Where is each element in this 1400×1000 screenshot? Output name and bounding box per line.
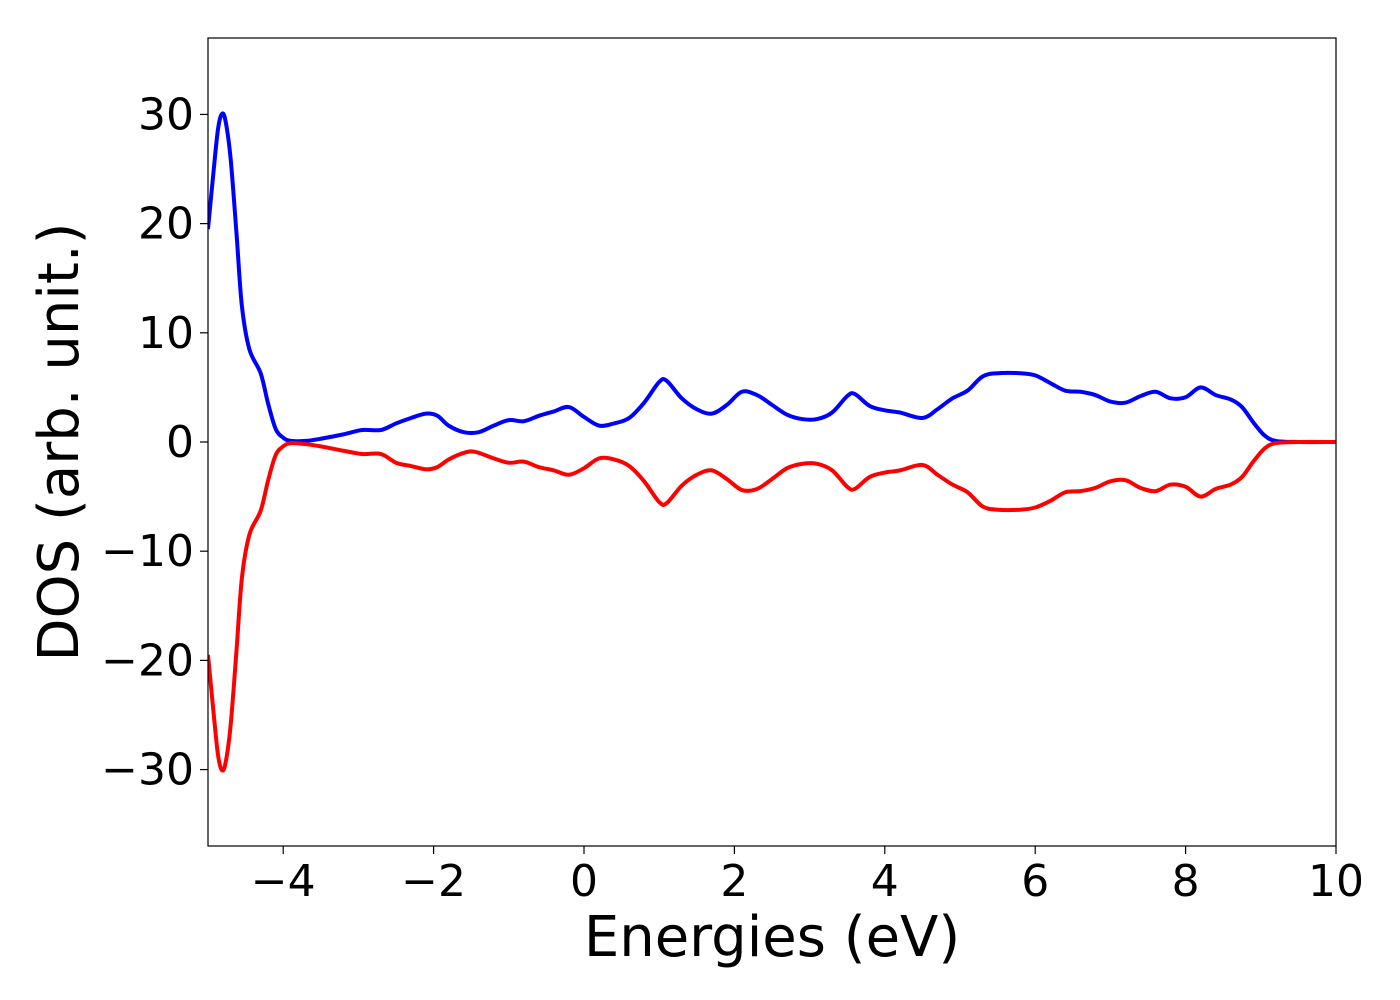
x-tick-label: −2	[401, 856, 466, 907]
x-tick-label: 0	[570, 856, 598, 907]
y-tick-label: −10	[101, 526, 194, 577]
x-axis-ticks: −4 −2 0 2 4 6 8 10	[251, 846, 1364, 907]
series-line-red	[208, 439, 1336, 773]
x-tick-label: 6	[1021, 856, 1049, 907]
y-tick-label: 20	[138, 199, 194, 250]
plot-area	[208, 38, 1336, 846]
y-tick-label: −20	[101, 635, 194, 686]
y-tick-label: 10	[138, 308, 194, 359]
y-axis-ticks: −30 −20 −10 0 10 20 30	[101, 89, 208, 796]
x-tick-label: 2	[720, 856, 748, 907]
y-axis-title: DOS (arb. unit.)	[27, 222, 92, 661]
y-tick-label: 0	[166, 417, 194, 468]
x-tick-label: 4	[871, 856, 899, 907]
x-axis-title: Energies (eV)	[584, 905, 960, 970]
series-layer	[208, 111, 1336, 773]
x-tick-label: 10	[1308, 856, 1364, 907]
x-tick-label: −4	[251, 856, 316, 907]
x-tick-label: 8	[1172, 856, 1200, 907]
y-tick-label: 30	[138, 89, 194, 140]
y-tick-label: −30	[101, 745, 194, 796]
